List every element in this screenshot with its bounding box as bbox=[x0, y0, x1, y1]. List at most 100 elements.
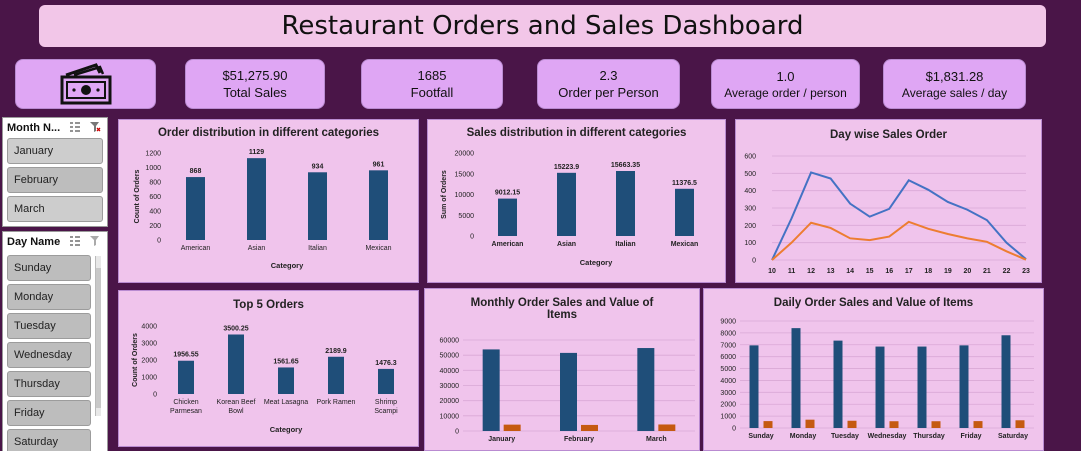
slicer-title: Day Name bbox=[7, 236, 61, 248]
slicer-item-tuesday[interactable]: Tuesday bbox=[7, 313, 91, 339]
clear-filter-icon[interactable] bbox=[89, 235, 101, 247]
x-tick-label: 10 bbox=[768, 268, 776, 275]
y-tick-label: 800 bbox=[149, 180, 161, 187]
x-tick-label: Asian bbox=[557, 241, 576, 248]
y-tick-label: 400 bbox=[744, 188, 756, 195]
scrollbar-thumb[interactable] bbox=[96, 268, 101, 408]
x-axis-label: Category bbox=[270, 425, 303, 434]
slicer-item-friday[interactable]: Friday bbox=[7, 400, 91, 426]
bar bbox=[278, 367, 294, 394]
chart-title: Top 5 Orders bbox=[233, 299, 304, 311]
y-tick-label: 3000 bbox=[141, 341, 157, 348]
x-tick-label: 22 bbox=[1003, 268, 1011, 275]
sales-distribution-panel: Sales distribution in different categori… bbox=[427, 119, 726, 283]
multi-select-icon[interactable] bbox=[69, 121, 81, 133]
x-tick-label: 20 bbox=[963, 268, 971, 275]
bar bbox=[178, 360, 194, 394]
x-tick-label: American bbox=[181, 245, 211, 252]
clear-filter-icon[interactable] bbox=[89, 121, 101, 133]
chart-title: Sales distribution in different categori… bbox=[466, 127, 687, 139]
y-tick-label: 7000 bbox=[720, 342, 736, 349]
y-tick-label: 1000 bbox=[145, 165, 161, 172]
y-tick-label: 5000 bbox=[720, 366, 736, 373]
data-label: 1129 bbox=[249, 149, 264, 156]
kpi-total-sales: $51,275.90 Total Sales bbox=[185, 59, 325, 109]
x-tick-label: Meat Lasagna bbox=[264, 399, 308, 406]
chart-title: Day wise Sales Order bbox=[830, 129, 947, 141]
month-slicer: Month N... January February March bbox=[2, 117, 108, 227]
bar bbox=[847, 420, 857, 428]
bar bbox=[247, 158, 266, 240]
slicer-item-march[interactable]: March bbox=[7, 196, 103, 222]
slicer-item-february[interactable]: February bbox=[7, 167, 103, 193]
slicer-item-saturday[interactable]: Saturday bbox=[7, 429, 91, 451]
x-tick-label: Italian bbox=[308, 245, 327, 252]
data-label: 961 bbox=[373, 161, 385, 168]
kpi-label: Total Sales bbox=[223, 85, 287, 100]
slicer-scrollbar[interactable] bbox=[95, 256, 101, 416]
y-tick-label: 600 bbox=[149, 194, 161, 201]
top5-panel: Top 5 Orders 0 1000 2000 3000 4000 1956.55 Chi… bbox=[118, 290, 419, 447]
y-tick-label: 400 bbox=[149, 209, 161, 216]
bar bbox=[228, 334, 244, 394]
slicer-item-monday[interactable]: Monday bbox=[7, 284, 91, 310]
bar bbox=[369, 170, 388, 240]
x-tick-label: 17 bbox=[905, 268, 913, 275]
y-axis-label: Sum of Orders bbox=[441, 170, 448, 219]
data-label: 868 bbox=[190, 168, 202, 175]
data-label: 9012.15 bbox=[495, 190, 520, 197]
slicer-item-wednesday[interactable]: Wednesday bbox=[7, 342, 91, 368]
y-tick-label: 15000 bbox=[455, 171, 475, 178]
y-tick-label: 5000 bbox=[458, 213, 474, 220]
day-wise-chart: 0 100 200 300 400 500 600 10 11 12 13 14 15 16 17 18 19 2… bbox=[744, 154, 1030, 276]
x-tick-label: Chicken bbox=[173, 399, 198, 406]
y-tick-label: 0 bbox=[153, 392, 157, 399]
slicer-item-sunday[interactable]: Sunday bbox=[7, 255, 91, 281]
y-tick-label: 4000 bbox=[720, 378, 736, 385]
slicer-item-january[interactable]: January bbox=[7, 138, 103, 164]
chart-title: Daily Order Sales and Value of Items bbox=[773, 297, 974, 309]
x-tick-label: 13 bbox=[827, 268, 835, 275]
y-tick-label: 60000 bbox=[440, 338, 460, 345]
x-tick-label: Monday bbox=[790, 433, 817, 440]
bar bbox=[675, 188, 694, 236]
bar bbox=[378, 368, 394, 394]
x-tick-label: Saturday bbox=[998, 433, 1028, 440]
bar bbox=[973, 421, 983, 428]
bar bbox=[186, 177, 205, 240]
slicer-item-thursday[interactable]: Thursday bbox=[7, 371, 91, 397]
x-tick-label: January bbox=[488, 436, 515, 443]
bar bbox=[833, 340, 843, 428]
chart-title-line: Monthly Order Sales and Value of bbox=[470, 297, 654, 309]
y-tick-label: 0 bbox=[157, 238, 161, 245]
x-tick-label: March bbox=[646, 436, 667, 443]
bar bbox=[581, 424, 598, 431]
x-tick-label: February bbox=[564, 436, 594, 443]
top5-chart: 0 1000 2000 3000 4000 1956.55 Chicken Parmesan 3… bbox=[132, 324, 398, 435]
x-tick-label: Asian bbox=[248, 245, 266, 252]
x-tick-label: 14 bbox=[846, 268, 854, 275]
x-tick-label: 23 bbox=[1022, 268, 1030, 275]
y-tick-label: 1200 bbox=[145, 151, 161, 158]
data-label: 1476.3 bbox=[375, 360, 397, 367]
kpi-average-sales-day: $1,831.28 Average sales / day bbox=[883, 59, 1026, 109]
x-tick-label: 15 bbox=[866, 268, 874, 275]
kpi-label: Average order / person bbox=[724, 85, 847, 100]
monthly-chart: 0 10000 20000 30000 40000 50000 60000 January Fe… bbox=[440, 338, 695, 443]
y-tick-label: 2000 bbox=[141, 358, 157, 365]
x-tick-label: 18 bbox=[924, 268, 932, 275]
data-label: 2189.9 bbox=[325, 348, 347, 355]
y-tick-label: 40000 bbox=[440, 368, 460, 375]
y-tick-label: 200 bbox=[149, 223, 161, 230]
bar bbox=[498, 198, 517, 236]
y-tick-label: 4000 bbox=[141, 324, 157, 331]
day-wise-panel: Day wise Sales Order 0 100 200 300 400 500 600… bbox=[735, 119, 1042, 283]
bar bbox=[805, 419, 815, 428]
x-tick-label: Thursday bbox=[913, 433, 945, 440]
order-distribution-chart: 0 200 400 600 800 1000 1200 868 American 1129 Asia… bbox=[134, 149, 392, 270]
multi-select-icon[interactable] bbox=[69, 235, 81, 247]
x-tick-label: American bbox=[492, 241, 524, 248]
slicer-title: Month N... bbox=[7, 122, 61, 134]
dashboard-title-bar: Restaurant Orders and Sales Dashboard bbox=[39, 5, 1046, 47]
bar bbox=[560, 352, 577, 431]
